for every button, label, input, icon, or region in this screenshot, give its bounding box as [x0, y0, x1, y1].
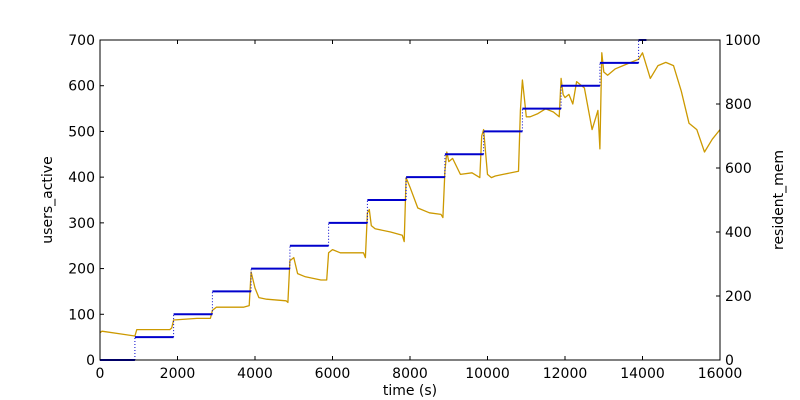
- x-tick-label: 16000: [698, 366, 743, 382]
- x-tick-label: 4000: [237, 366, 273, 382]
- y-axis-right-label: resident_mem: [771, 150, 787, 250]
- y-right-tick-label: 0: [725, 353, 734, 369]
- y-left-tick-label: 100: [68, 307, 95, 323]
- x-tick-label: 14000: [620, 366, 665, 382]
- y-right-tick-label: 200: [725, 289, 752, 305]
- y-left-tick-label: 700: [68, 33, 95, 49]
- resident-mem-line: [99, 52, 721, 337]
- y-right-tick-label: 1000: [725, 33, 761, 49]
- y-axis-right: 0 200 400 600 800 1000: [716, 33, 761, 369]
- x-axis-label: time (s): [383, 383, 437, 399]
- x-tick-label: 10000: [465, 366, 510, 382]
- x-tick-label: 12000: [543, 366, 588, 382]
- y-right-tick-label: 800: [725, 97, 752, 113]
- plot-area: [99, 39, 721, 361]
- x-tick-label: 2000: [160, 366, 196, 382]
- y-right-tick-label: 600: [725, 161, 752, 177]
- y-left-tick-label: 200: [68, 262, 95, 278]
- y-left-tick-label: 300: [68, 216, 95, 232]
- y-left-tick-label: 0: [86, 353, 95, 369]
- y-left-tick-label: 500: [68, 124, 95, 140]
- y-axis-left-label: users_active: [40, 156, 56, 243]
- x-tick-label: 0: [96, 366, 105, 382]
- x-tick-label: 6000: [315, 366, 351, 382]
- y-left-tick-label: 600: [68, 79, 95, 95]
- y-right-tick-label: 400: [725, 225, 752, 241]
- x-axis: 0 2000 4000 6000 8000 10000 12000 14000 16000: [96, 40, 743, 382]
- y-axis-left: 0 100 200 300 400 500 600 700: [68, 33, 104, 369]
- y-left-tick-label: 400: [68, 170, 95, 186]
- x-tick-label: 8000: [392, 366, 428, 382]
